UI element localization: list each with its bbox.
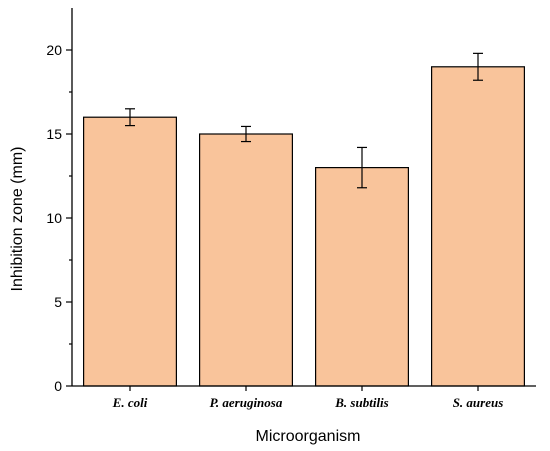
x-tick-label: B. subtilis: [334, 395, 388, 410]
x-tick-label: P. aeruginosa: [210, 395, 283, 410]
x-tick-label: S. aureus: [453, 395, 504, 410]
y-axis-title: Inhibition zone (mm): [9, 147, 26, 292]
y-tick-label: 5: [54, 294, 62, 310]
x-labels-group: E. coli P. aeruginosa B. subtilis S. aureus: [112, 395, 504, 410]
bar-s-aureus: [431, 66, 526, 387]
x-axis-title: Microorganism: [256, 428, 361, 445]
bars-group: [82, 66, 526, 387]
y-tick-label: 10: [46, 210, 62, 226]
y-tick-label: 0: [54, 378, 62, 394]
y-tick-label: 15: [46, 126, 62, 142]
bar-e-coli: [82, 116, 178, 387]
y-tick-label: 20: [46, 42, 62, 58]
bar-p-aeruginosa: [199, 133, 294, 387]
bar-b-subtilis: [315, 167, 410, 387]
x-tick-label: E. coli: [112, 395, 148, 410]
y-ticks-group: 0 5 10 15 20: [46, 42, 72, 394]
error-bars-group: [125, 52, 483, 189]
axes-group: [71, 8, 536, 391]
